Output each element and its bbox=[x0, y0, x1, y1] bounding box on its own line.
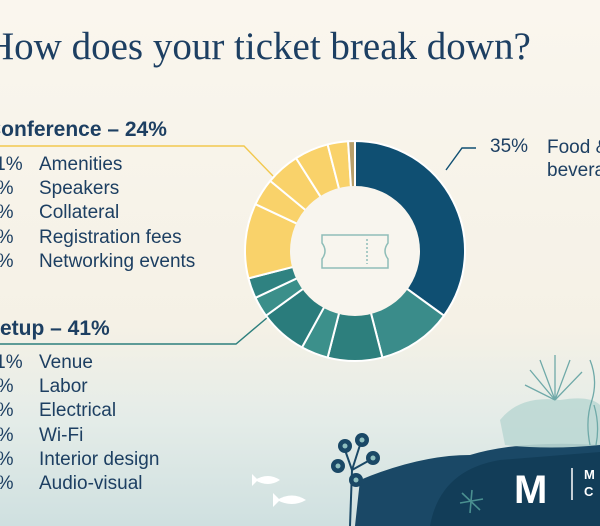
item-percent: 3% bbox=[0, 251, 39, 273]
item-label: Audio-visual bbox=[39, 472, 143, 494]
rock-shadow bbox=[430, 452, 600, 526]
list-item: 4%Electrical bbox=[0, 400, 159, 424]
food-leader-line bbox=[445, 147, 476, 171]
list-item: 3%Networking events bbox=[0, 251, 195, 275]
item-label: Speakers bbox=[39, 178, 120, 200]
list-item: 3%Audio-visual bbox=[0, 473, 159, 497]
brand-logo-icon: M bbox=[514, 468, 573, 512]
donut-hole bbox=[290, 186, 420, 316]
item-label-line1: Food & bbox=[547, 137, 600, 158]
starfish-icon bbox=[459, 489, 484, 514]
list-item: 4%Speakers bbox=[0, 178, 195, 202]
item-label: Food &beverage bbox=[547, 136, 600, 182]
item-label: Electrical bbox=[39, 400, 117, 422]
item-percent: 3% bbox=[0, 473, 39, 495]
item-percent: 35% bbox=[490, 136, 529, 157]
list-item: 11% Venue bbox=[0, 352, 159, 376]
sea-fan bbox=[524, 355, 583, 401]
setup-leader-line bbox=[0, 316, 269, 345]
item-label: Venue bbox=[39, 352, 93, 373]
item-percent: 7% bbox=[0, 425, 39, 447]
item-percent: 4% bbox=[0, 400, 39, 422]
conference-list: 11% Amenities 4%Speakers 5%Collateral 5%R… bbox=[0, 154, 195, 275]
logo-line-2: C bbox=[584, 484, 594, 499]
item-percent: 5% bbox=[0, 227, 39, 249]
rock-light bbox=[500, 398, 600, 448]
ticket-icon bbox=[321, 234, 389, 269]
seaweed bbox=[587, 359, 599, 446]
coral-bulb-dots bbox=[335, 437, 376, 483]
list-item: 5%Registration fees bbox=[0, 227, 195, 251]
item-percent: 5% bbox=[0, 202, 39, 224]
food-beverage-label: 35% Food &beverage bbox=[490, 136, 600, 182]
page-title: How does your ticket break down? bbox=[0, 25, 531, 68]
setup-heading: Setup – 41% bbox=[0, 317, 110, 340]
item-label: Wi-Fi bbox=[39, 424, 84, 446]
conference-heading: Conference – 24% bbox=[0, 118, 167, 141]
list-item: 5%Collateral bbox=[0, 202, 195, 226]
item-label: Collateral bbox=[39, 202, 120, 224]
fish-icon bbox=[252, 474, 306, 507]
logo-wordmark: M C bbox=[584, 466, 595, 500]
logo-line-1: M bbox=[584, 467, 595, 482]
item-label-line2: beverage bbox=[547, 160, 600, 181]
item-percent: 8% bbox=[0, 376, 39, 398]
logo-letter: M bbox=[514, 468, 547, 512]
item-label: Registration fees bbox=[39, 226, 182, 248]
setup-list: 11%Venue 8%Labor 4%Electrical 7%Wi-Fi 8%… bbox=[0, 352, 159, 497]
item-percent: 11% bbox=[0, 154, 23, 175]
conference-leader-line bbox=[0, 145, 274, 177]
item-label: Networking events bbox=[39, 250, 196, 272]
item-percent: 4% bbox=[0, 178, 39, 200]
list-item: 11% Amenities bbox=[0, 154, 195, 178]
list-item: 7%Wi-Fi bbox=[0, 425, 159, 449]
item-label: Labor bbox=[39, 376, 88, 398]
item-percent: 11% bbox=[0, 352, 23, 373]
item-percent: 8% bbox=[0, 449, 39, 471]
list-item: 8%Labor bbox=[0, 376, 159, 400]
item-label: Interior design bbox=[39, 448, 160, 470]
item-label: Amenities bbox=[39, 154, 123, 175]
list-item: 8%Interior design bbox=[0, 449, 159, 473]
coral-decoration bbox=[252, 355, 600, 526]
